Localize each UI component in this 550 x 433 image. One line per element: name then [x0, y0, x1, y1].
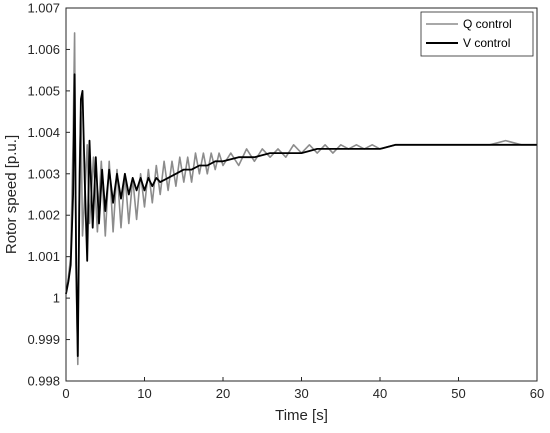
y-tick-label: 1.002 — [27, 208, 60, 223]
y-tick-label: 1.007 — [27, 1, 60, 16]
series-line-q-control — [65, 32, 537, 366]
x-tick-label: 60 — [530, 386, 544, 401]
y-tick-label: 1.003 — [27, 166, 60, 181]
x-tick-label: 40 — [373, 386, 387, 401]
tick-layer: 0 10 20 30 40 50 60 0.998 0.999 1 1.001 1.002 1.003 1… — [27, 1, 544, 402]
x-tick-label: 0 — [62, 386, 69, 401]
legend-label-v-control: V control — [463, 36, 510, 50]
y-tick-label: 1.006 — [27, 42, 60, 57]
y-tick-label: 0.998 — [27, 374, 60, 389]
y-tick-label: 1.001 — [27, 249, 60, 264]
series-line-v-control — [65, 73, 537, 358]
y-tick-label: 1.004 — [27, 125, 60, 140]
series-layer — [65, 32, 537, 366]
y-tick-label: 0.999 — [27, 332, 60, 347]
y-tick-label: 1 — [53, 291, 60, 306]
x-tick-label: 30 — [294, 386, 308, 401]
legend: Q control V control — [420, 11, 534, 57]
legend-box — [420, 11, 534, 57]
y-axis-label: Rotor speed [p.u.] — [3, 135, 20, 254]
x-tick-label: 50 — [451, 386, 465, 401]
x-tick-label: 20 — [216, 386, 230, 401]
x-tick-label: 10 — [137, 386, 151, 401]
legend-label-q-control: Q control — [463, 17, 512, 31]
y-tick-label: 1.005 — [27, 83, 60, 98]
x-axis-label: Time [s] — [275, 407, 328, 424]
